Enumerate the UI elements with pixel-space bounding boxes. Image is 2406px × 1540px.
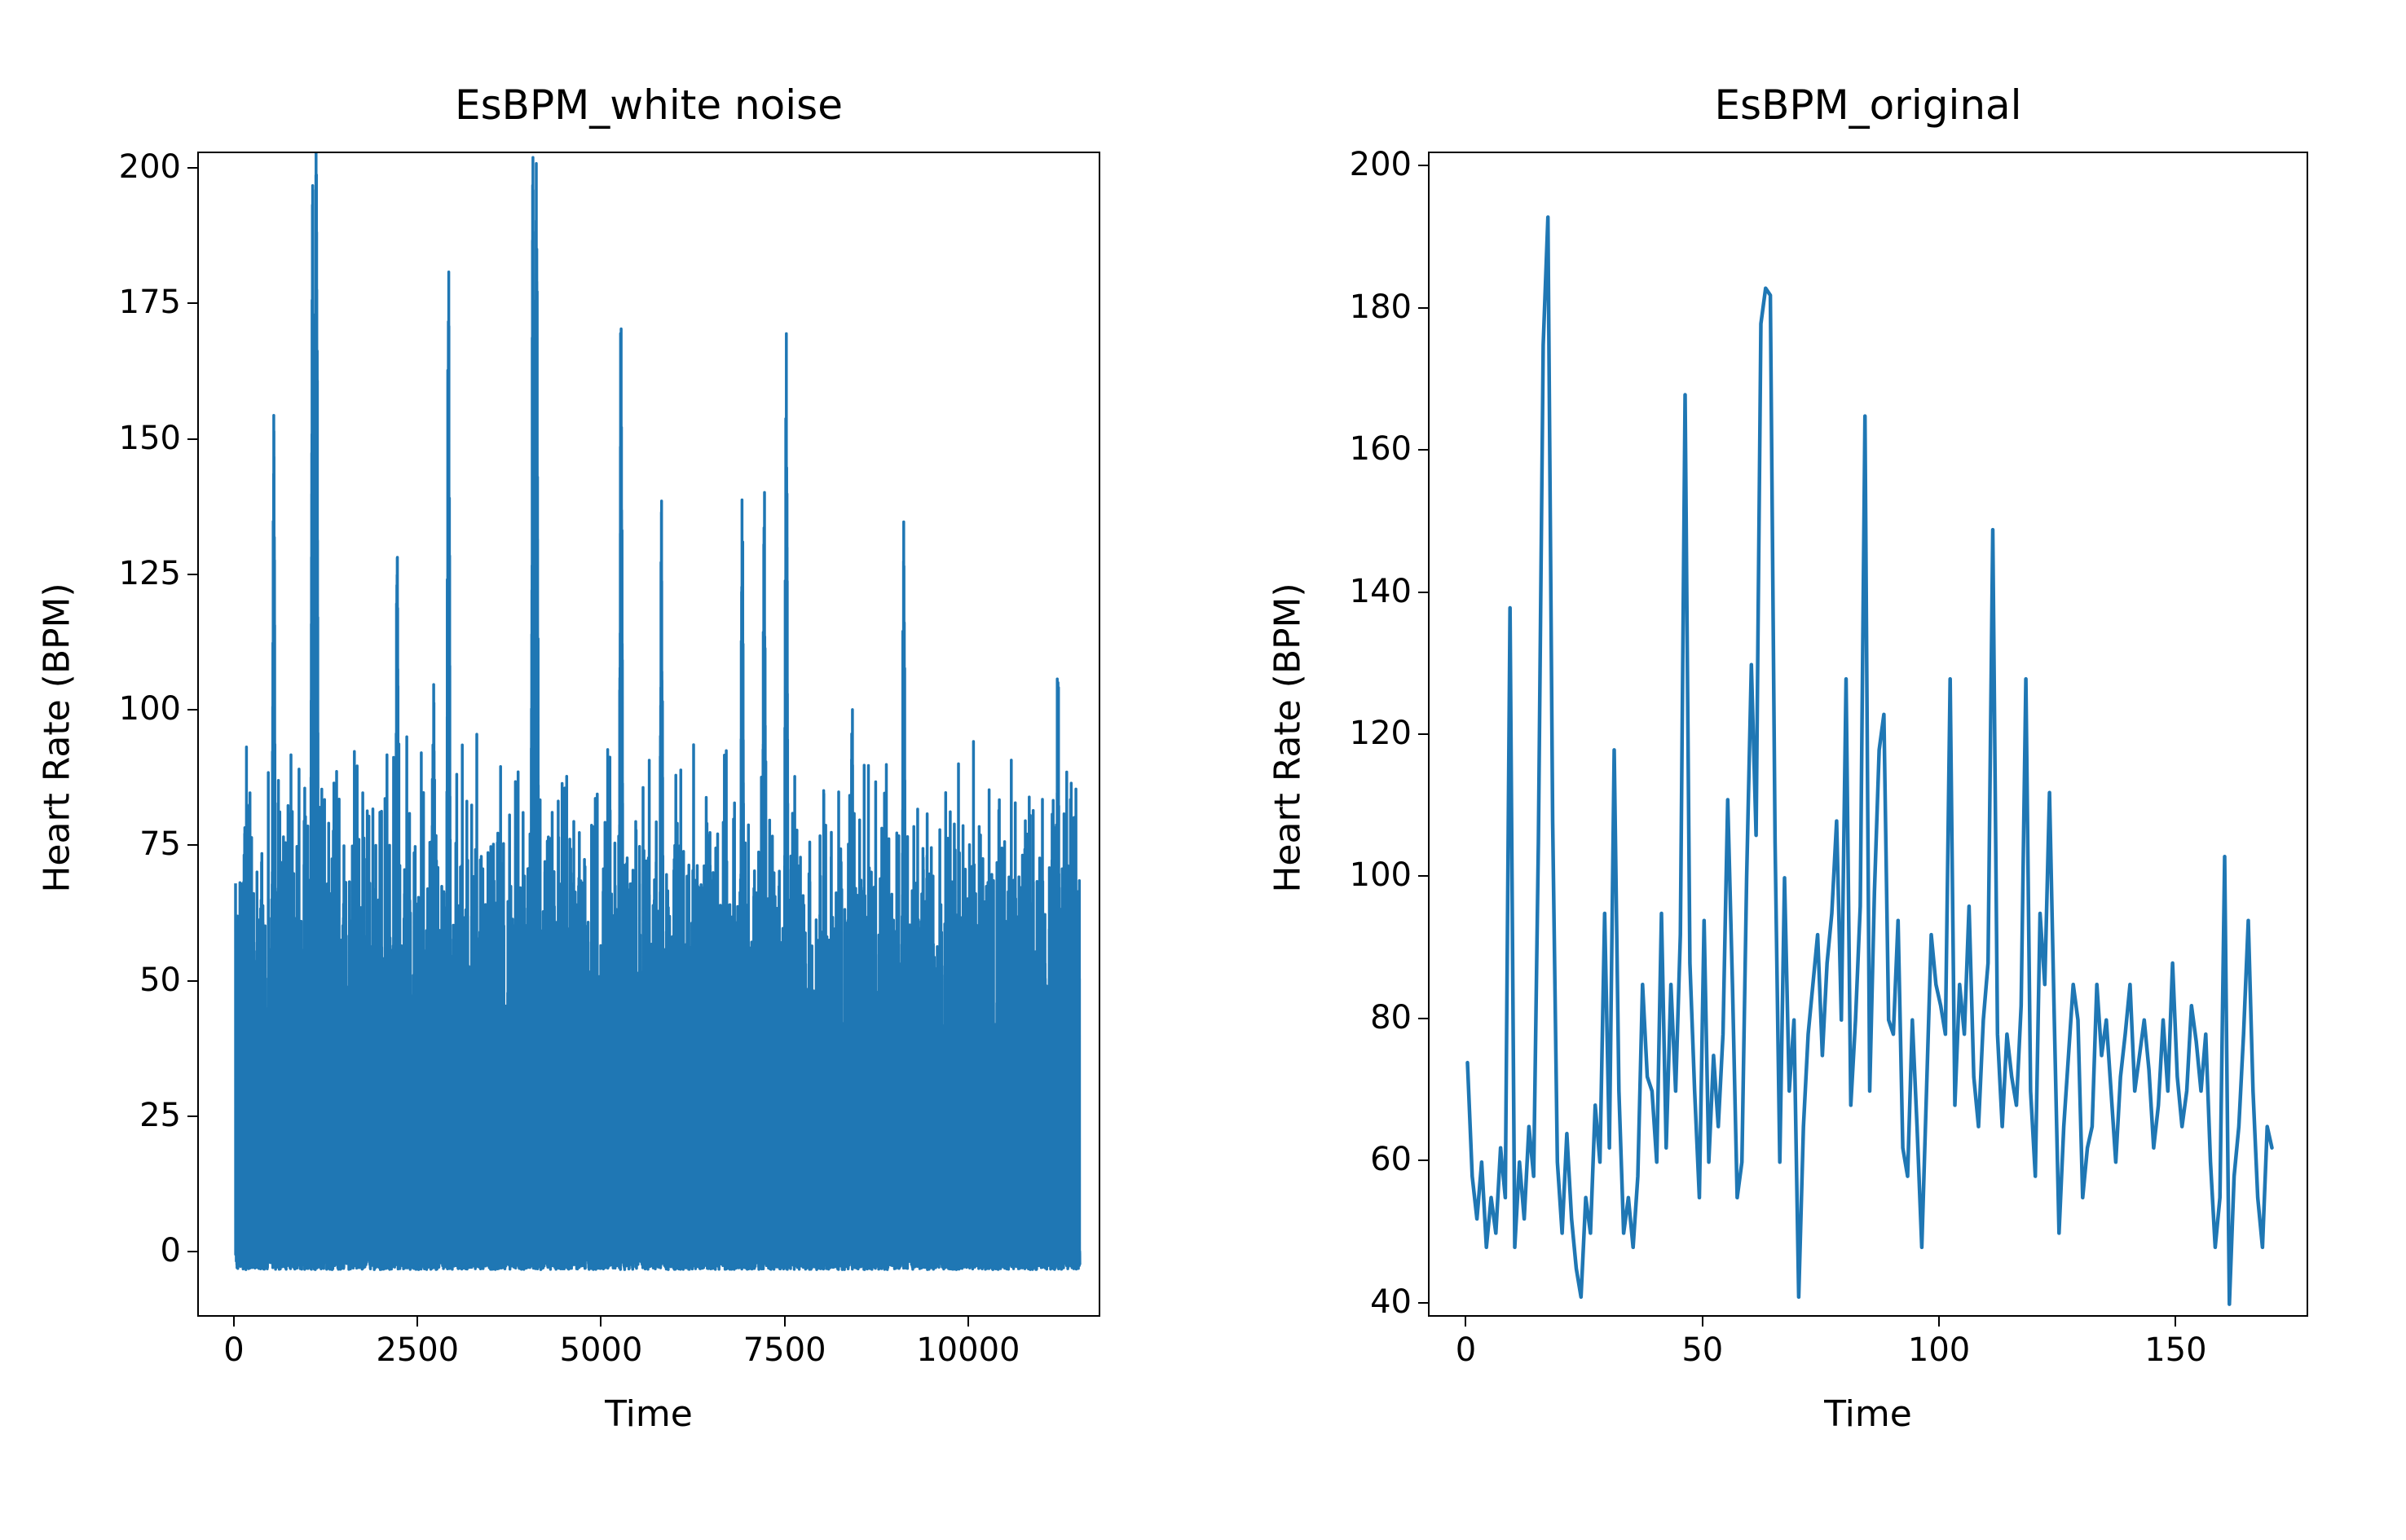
ytick-label: 75	[91, 825, 181, 863]
ytick-mark	[187, 1115, 197, 1117]
right-title: EsBPM_original	[1428, 81, 2308, 129]
xtick-label: 5000	[544, 1331, 658, 1369]
xtick-mark	[967, 1317, 969, 1327]
ytick-label: 60	[1322, 1141, 1412, 1178]
ytick-label: 200	[91, 148, 181, 186]
right-plot-area	[1428, 152, 2308, 1317]
ytick-mark	[1418, 592, 1428, 593]
left-plot-area	[197, 152, 1100, 1317]
ytick-mark	[187, 980, 197, 982]
xtick-mark	[1938, 1317, 1940, 1327]
ytick-mark	[1418, 1302, 1428, 1304]
ytick-label: 125	[91, 555, 181, 592]
figure: EsBPM_white noise Heart Rate (BPM) Time …	[0, 0, 2406, 1540]
left-ylabel: Heart Rate (BPM)	[37, 575, 78, 901]
xtick-mark	[2175, 1317, 2176, 1327]
ytick-mark	[187, 302, 197, 304]
xtick-mark	[784, 1317, 786, 1327]
left-line-svg	[199, 153, 1100, 1317]
ytick-mark	[187, 574, 197, 575]
left-title: EsBPM_white noise	[197, 81, 1100, 129]
left-xlabel: Time	[197, 1393, 1100, 1435]
ytick-mark	[187, 167, 197, 169]
ytick-label: 120	[1322, 715, 1412, 752]
left-series-line	[236, 153, 1080, 1269]
xtick-mark	[1702, 1317, 1703, 1327]
ytick-label: 200	[1322, 146, 1412, 183]
ytick-mark	[1418, 1159, 1428, 1161]
ytick-mark	[1418, 307, 1428, 309]
ytick-mark	[187, 844, 197, 846]
xtick-label: 2500	[360, 1331, 474, 1369]
ytick-label: 100	[91, 690, 181, 728]
ytick-mark	[1418, 733, 1428, 735]
ytick-label: 100	[1322, 856, 1412, 894]
xtick-label: 7500	[728, 1331, 842, 1369]
ytick-mark	[1418, 1018, 1428, 1019]
xtick-label: 10000	[911, 1331, 1025, 1369]
xtick-label: 50	[1646, 1331, 1760, 1369]
right-line-svg	[1430, 153, 2308, 1317]
right-ylabel: Heart Rate (BPM)	[1267, 575, 1309, 901]
ytick-mark	[1418, 449, 1428, 451]
right-xlabel: Time	[1428, 1393, 2308, 1435]
xtick-mark	[416, 1317, 418, 1327]
xtick-label: 100	[1882, 1331, 1996, 1369]
xtick-mark	[600, 1317, 602, 1327]
xtick-label: 0	[177, 1331, 291, 1369]
ytick-label: 160	[1322, 430, 1412, 468]
ytick-mark	[1418, 875, 1428, 877]
xtick-mark	[1465, 1317, 1466, 1327]
ytick-label: 25	[91, 1097, 181, 1134]
ytick-mark	[187, 438, 197, 440]
ytick-label: 150	[91, 420, 181, 457]
ytick-label: 175	[91, 284, 181, 321]
ytick-label: 40	[1322, 1283, 1412, 1321]
xtick-mark	[233, 1317, 235, 1327]
ytick-mark	[1418, 165, 1428, 166]
ytick-label: 0	[91, 1232, 181, 1269]
ytick-label: 140	[1322, 573, 1412, 610]
ytick-label: 180	[1322, 288, 1412, 326]
xtick-label: 0	[1408, 1331, 1522, 1369]
ytick-label: 80	[1322, 999, 1412, 1036]
right-series-line	[1468, 218, 2272, 1305]
xtick-label: 150	[2118, 1331, 2232, 1369]
ytick-label: 50	[91, 961, 181, 999]
ytick-mark	[187, 1251, 197, 1252]
ytick-mark	[187, 709, 197, 711]
